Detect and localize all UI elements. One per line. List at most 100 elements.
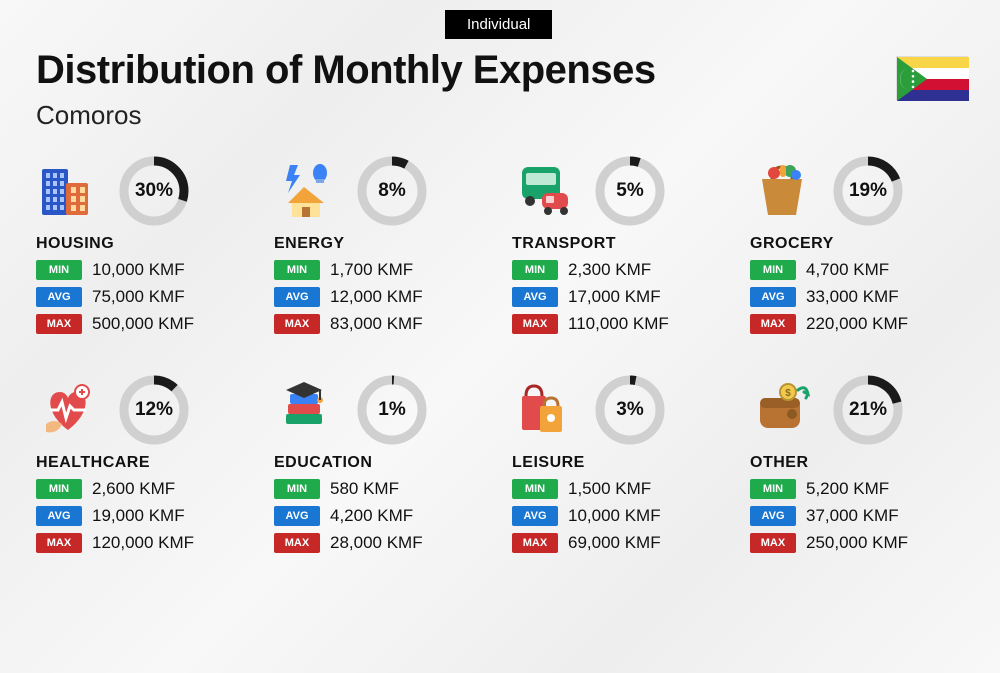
stat-row-avg: AVG17,000 KMF: [512, 287, 730, 307]
avg-badge: AVG: [274, 287, 320, 307]
avg-value: 37,000 KMF: [806, 506, 899, 526]
max-badge: MAX: [750, 533, 796, 553]
avg-badge: AVG: [750, 506, 796, 526]
category-name: OTHER: [750, 454, 968, 472]
expense-grid: 30%HOUSINGMIN10,000 KMFAVG75,000 KMFMAX5…: [36, 155, 968, 553]
percent-label: 8%: [378, 180, 405, 202]
percent-donut: 8%: [356, 155, 428, 227]
min-badge: MIN: [36, 260, 82, 280]
stat-row-max: MAX83,000 KMF: [274, 314, 492, 334]
expense-card-education: 1% EDUCATION MIN 580 KMF AVG 4,200 KMF MAX28,0…: [274, 374, 492, 553]
percent-label: 5%: [616, 180, 643, 202]
page-subtitle: Comoros: [36, 100, 141, 131]
stat-row-min: MIN1,700 KMF: [274, 260, 492, 280]
min-badge: MIN: [274, 479, 320, 499]
avg-badge: AVG: [36, 287, 82, 307]
percent-donut: 19%: [832, 155, 904, 227]
healthcare-icon: [36, 378, 100, 442]
expense-card-grocery: 19% GROCERY MIN 4,700 KMF AVG 33,000 KMF MAX 22…: [750, 155, 968, 334]
min-badge: MIN: [750, 260, 796, 280]
stat-row-min: MIN5,200 KMF: [750, 479, 968, 499]
stat-row-avg: AVG 4,200 KMF: [274, 506, 492, 526]
country-flag: [896, 56, 968, 100]
min-badge: MIN: [36, 479, 82, 499]
category-name: HOUSING: [36, 235, 254, 253]
min-badge: MIN: [512, 479, 558, 499]
max-value: 500,000 KMF: [92, 314, 194, 334]
stat-row-max: MAX 120,000 KMF: [36, 533, 254, 553]
percent-label: 3%: [616, 399, 643, 421]
avg-value: 10,000 KMF: [568, 506, 661, 526]
stat-row-min: MIN 1,500 KMF: [512, 479, 730, 499]
avg-value: 19,000 KMF: [92, 506, 185, 526]
page-title: Distribution of Monthly Expenses: [36, 48, 656, 93]
stat-row-max: MAX 110,000 KMF: [512, 314, 730, 334]
transport-icon: [512, 159, 576, 223]
energy-icon: [274, 159, 338, 223]
expense-card-housing: 30%HOUSINGMIN10,000 KMFAVG75,000 KMFMAX5…: [36, 155, 254, 334]
percent-label: 19%: [849, 180, 887, 202]
percent-donut: 12%: [118, 374, 190, 446]
min-value: 580 KMF: [330, 479, 399, 499]
percent-donut: 1%: [356, 374, 428, 446]
max-value: 28,000 KMF: [330, 533, 423, 553]
category-name: LEISURE: [512, 454, 730, 472]
stat-row-avg: AVG 37,000 KMF: [750, 506, 968, 526]
min-value: 1,500 KMF: [568, 479, 651, 499]
max-badge: MAX: [36, 533, 82, 553]
avg-badge: AVG: [274, 506, 320, 526]
header-tab: Individual: [445, 10, 552, 39]
min-badge: MIN: [274, 260, 320, 280]
percent-label: 30%: [135, 180, 173, 202]
min-badge: MIN: [512, 260, 558, 280]
stat-row-avg: AVG 33,000 KMF: [750, 287, 968, 307]
stat-row-avg: AVG 12,000 KMF: [274, 287, 492, 307]
max-badge: MAX: [512, 314, 558, 334]
leisure-icon: [512, 378, 576, 442]
stat-row-max: MAX250,000 KMF: [750, 533, 968, 553]
stat-row-min: MIN 2,600 KMF: [36, 479, 254, 499]
max-badge: MAX: [512, 533, 558, 553]
stat-row-avg: AVG 19,000 KMF: [36, 506, 254, 526]
max-value: 69,000 KMF: [568, 533, 661, 553]
max-value: 120,000 KMF: [92, 533, 194, 553]
avg-value: 33,000 KMF: [806, 287, 899, 307]
expense-card-healthcare: 12% HEALTHCARE MIN 2,600 KMF AVG 19,000 KMF MA…: [36, 374, 254, 553]
min-value: 4,700 KMF: [806, 260, 889, 280]
category-name: ENERGY: [274, 235, 492, 253]
svg-text:$: $: [785, 388, 791, 399]
max-value: 110,000 KMF: [568, 314, 669, 334]
percent-label: 12%: [135, 399, 173, 421]
category-name: HEALTHCARE: [36, 454, 254, 472]
expense-card-other: $21% OTHER MIN5,200 KMF AVG 37,000 KMF MAX250…: [750, 374, 968, 553]
min-value: 2,600 KMF: [92, 479, 175, 499]
percent-label: 21%: [849, 399, 887, 421]
percent-label: 1%: [378, 399, 405, 421]
stat-row-min: MIN 4,700 KMF: [750, 260, 968, 280]
avg-badge: AVG: [512, 506, 558, 526]
stat-row-min: MIN2,300 KMF: [512, 260, 730, 280]
avg-value: 75,000 KMF: [92, 287, 185, 307]
percent-donut: 5%: [594, 155, 666, 227]
stat-row-max: MAX 69,000 KMF: [512, 533, 730, 553]
avg-badge: AVG: [36, 506, 82, 526]
education-icon: [274, 378, 338, 442]
avg-value: 17,000 KMF: [568, 287, 661, 307]
avg-badge: AVG: [750, 287, 796, 307]
category-name: TRANSPORT: [512, 235, 730, 253]
expense-card-transport: 5% TRANSPORT MIN2,300 KMF AVG17,000 KMF MAX 1…: [512, 155, 730, 334]
stat-row-min: MIN 580 KMF: [274, 479, 492, 499]
percent-donut: 30%: [118, 155, 190, 227]
category-name: GROCERY: [750, 235, 968, 253]
percent-donut: 3%: [594, 374, 666, 446]
category-name: EDUCATION: [274, 454, 492, 472]
stat-row-min: MIN 10,000 KMF: [36, 260, 254, 280]
stat-row-avg: AVG 75,000 KMF: [36, 287, 254, 307]
max-value: 220,000 KMF: [806, 314, 908, 334]
max-badge: MAX: [750, 314, 796, 334]
min-value: 10,000 KMF: [92, 260, 185, 280]
avg-value: 12,000 KMF: [330, 287, 423, 307]
stat-row-avg: AVG 10,000 KMF: [512, 506, 730, 526]
avg-value: 4,200 KMF: [330, 506, 413, 526]
stat-row-max: MAX28,000 KMF: [274, 533, 492, 553]
